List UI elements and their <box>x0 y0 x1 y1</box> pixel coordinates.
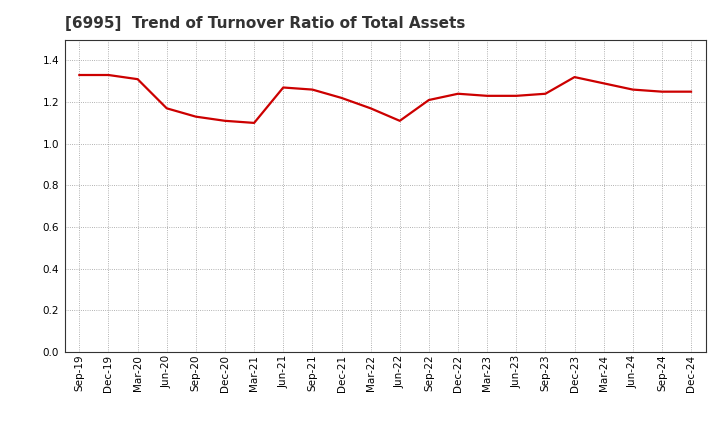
Text: [6995]  Trend of Turnover Ratio of Total Assets: [6995] Trend of Turnover Ratio of Total … <box>65 16 465 32</box>
